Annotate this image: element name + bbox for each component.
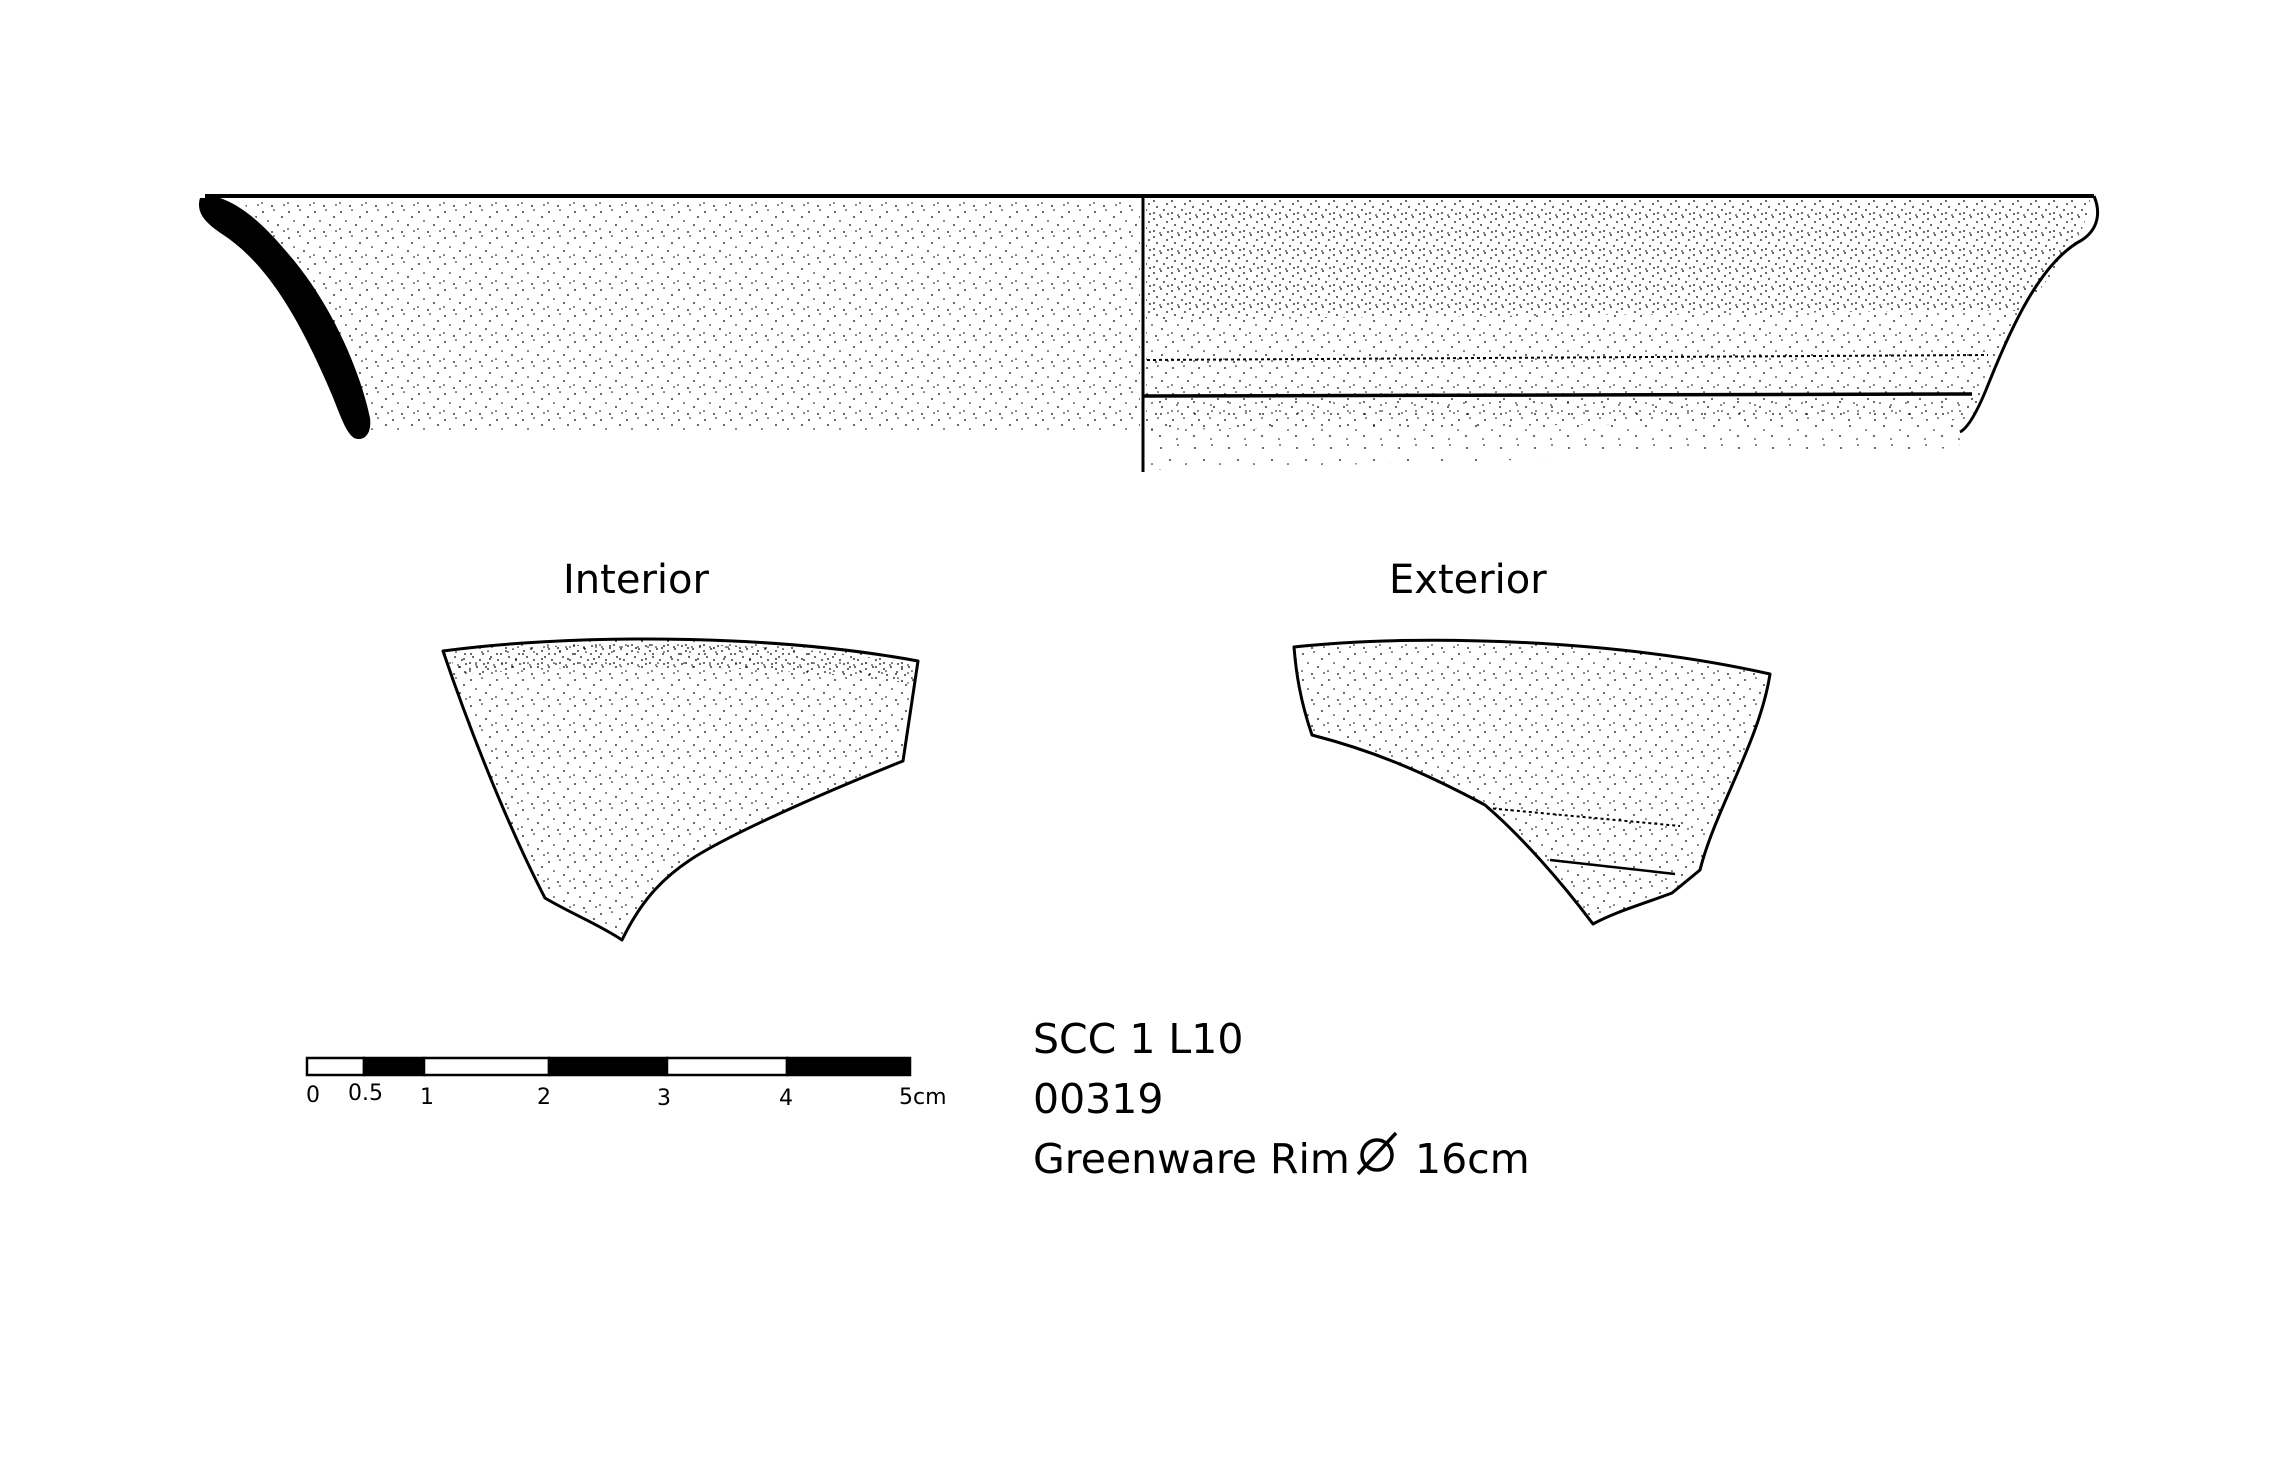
scale-bar bbox=[305, 1056, 912, 1077]
ware-and-form: Greenware Rim bbox=[1033, 1135, 1350, 1183]
exterior-stipple-upper bbox=[1146, 200, 2090, 320]
interior-stipple bbox=[240, 200, 1140, 430]
scale-segment-4 bbox=[665, 1056, 789, 1077]
rim-profile bbox=[198, 194, 2100, 472]
scale-segment-2 bbox=[422, 1056, 551, 1077]
site-context: SCC 1 L10 bbox=[1033, 1015, 1244, 1063]
diameter-value: 16cm bbox=[1415, 1135, 1530, 1183]
exterior-sherd-groove-dotted bbox=[1486, 807, 1681, 827]
scale-segment-5 bbox=[785, 1056, 912, 1077]
interior-sherd-rim-band bbox=[450, 643, 914, 684]
exterior-label: Exterior bbox=[1389, 557, 1547, 603]
scale-tick-4: 4 bbox=[779, 1086, 793, 1111]
groove-solid bbox=[1142, 392, 1973, 398]
scale-tick-3: 3 bbox=[657, 1086, 671, 1111]
scale-tick-0: 0 bbox=[306, 1083, 320, 1108]
diameter-icon bbox=[1356, 1131, 1398, 1176]
exterior-sherd-fill bbox=[1292, 638, 1772, 926]
catalog-number: 00319 bbox=[1033, 1075, 1164, 1123]
scale-segment-0 bbox=[305, 1056, 366, 1077]
groove-dotted bbox=[1146, 354, 1989, 361]
scale-tick-2: 2 bbox=[537, 1085, 551, 1110]
exterior-stipple-base bbox=[1146, 400, 1980, 470]
exterior-sherd bbox=[1292, 638, 1772, 926]
exterior-outline bbox=[1959, 195, 2100, 434]
scale-tick-1: 1 bbox=[420, 1085, 434, 1110]
interior-sherd bbox=[441, 637, 920, 942]
scale-segment-1 bbox=[362, 1056, 426, 1077]
interior-label: Interior bbox=[563, 557, 709, 603]
scale-tick-5cm: 5cm bbox=[899, 1085, 947, 1110]
section-profile bbox=[198, 198, 371, 440]
scale-segment-3 bbox=[547, 1056, 669, 1077]
exterior-sherd-groove-solid bbox=[1549, 858, 1676, 876]
scale-tick-0-5: 0.5 bbox=[348, 1081, 383, 1106]
interior-sherd-fill bbox=[441, 637, 920, 942]
